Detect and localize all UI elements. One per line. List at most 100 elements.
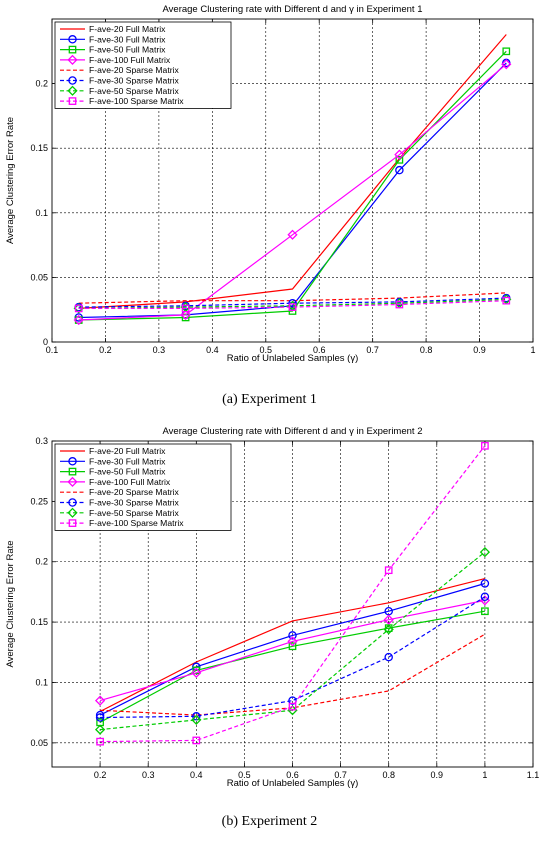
data-point [94,695,106,706]
legend-marker [67,507,78,518]
x-tick-label: 0.5 [238,770,251,780]
legend-item: F-ave-100 Sparse Matrix [60,96,184,106]
figure-caption-b: (b) Experiment 2 [221,814,318,829]
legend-label: F-ave-30 Sparse Matrix [89,76,179,86]
data-point [480,592,490,602]
legend-marker [67,54,78,66]
data-point [395,165,404,175]
legend-item: F-ave-20 Sparse Matrix [60,65,179,75]
series-line [100,445,486,743]
data-point [502,47,511,56]
data-point [480,579,490,588]
legend-item: F-ave-30 Full Matrix [60,456,166,466]
data-point [94,724,106,735]
data-point [501,59,512,70]
legend-item: F-ave-100 Full Matrix [60,54,171,66]
y-tick-label: 0.1 [35,677,48,687]
legend-label: F-ave-100 Full Matrix [89,477,171,487]
data-point [383,624,394,635]
y-axis-label: Average Clustering Error Rate [5,117,16,244]
data-point [288,307,297,315]
series-7 [96,441,489,746]
series-line [99,582,486,716]
data-point [384,566,393,575]
data-point [96,737,104,746]
chart-panel-experiment-2: 0.2 0.3 0.4 0.5 0.6 0.7 0.8 0.9 1 1.1 0.05 0.1 0.15 0… [0,421,539,842]
legend-item: F-ave-50 Sparse Matrix [60,85,179,96]
y-axis-label: Average Clustering Error Rate [5,540,16,667]
legend-marker [68,467,77,476]
ticks: 0.2 0.3 0.4 0.5 0.6 0.7 0.8 0.9 1 1.1 0.05 0.1 0.15 0… [30,436,539,780]
x-axis-label: Ratio of Unlabeled Samples (γ) [227,778,358,789]
series-line [78,34,507,309]
y-tick-label: 0.05 [30,272,48,282]
x-axis-label: Ratio of Unlabeled Samples (γ) [227,353,358,364]
x-tick-label: 0.4 [206,345,219,355]
data-point [192,712,201,721]
legend-label: F-ave-30 Full Matrix [89,456,166,466]
data-point [288,303,297,311]
legend-item: F-ave-50 Full Matrix [60,45,166,55]
legend-label: F-ave-30 Full Matrix [89,34,166,44]
data-point [191,667,202,678]
series-3 [73,59,512,326]
x-tick-label: 0.4 [190,770,203,780]
y-tick-label: 0.15 [30,617,48,627]
series-line [78,62,507,319]
legend-label: F-ave-20 Sparse Matrix [89,487,179,497]
series-4 [100,633,486,716]
data-point [288,642,297,651]
series-line [100,633,486,716]
data-point [395,300,404,309]
y-tick-label: 0.1 [35,208,48,218]
legend-item: F-ave-30 Sparse Matrix [60,498,179,508]
data-point [287,229,298,240]
legend-item: F-ave-50 Full Matrix [60,467,166,477]
legend-item: F-ave-100 Full Matrix [60,476,171,488]
series-line [99,578,486,713]
x-tick-label: 1.1 [527,770,539,780]
y-tick-label: 0.2 [35,557,48,567]
data-point [288,298,297,308]
legend-marker [68,35,77,44]
y-tick-label: 0.15 [30,143,48,153]
chart-title: Average Clustering rate with Different d… [163,426,423,437]
legend-label: F-ave-30 Sparse Matrix [89,498,179,508]
legend-item: F-ave-20 Full Matrix [60,446,166,456]
series-6 [94,546,491,735]
x-tick-label: 0.8 [382,770,395,780]
data-point [95,713,105,722]
data-point [73,314,84,326]
legend-marker [68,45,77,54]
data-point [384,652,393,662]
legend-label: F-ave-50 Full Matrix [89,45,166,55]
plot-area [51,18,534,343]
data-point [479,546,491,558]
legend-marker [68,498,77,507]
ticks: 0.1 0.2 0.3 0.4 0.5 0.6 0.7 0.8 0.9 1 0 0.05 0.1 0.15… [30,19,536,355]
data-point [180,309,191,320]
legend-item: F-ave-20 Sparse Matrix [60,487,179,497]
data-point [502,296,511,305]
y-tick-label: 0 [43,337,48,347]
chart-panel-experiment-1: 0.1 0.2 0.3 0.4 0.5 0.6 0.7 0.8 0.9 1 0 0.05 0.1 0.15… [5,4,536,407]
x-tick-label: 0.9 [473,345,486,355]
data-point [287,636,298,647]
legend-item: F-ave-100 Sparse Matrix [60,518,184,528]
chart-experiment-2: 0.2 0.3 0.4 0.5 0.6 0.7 0.8 0.9 1 1.1 0.05 0.1 0.15 0… [5,426,539,789]
legend-marker [68,457,77,466]
x-tick-label: 0.7 [334,770,347,780]
x-tick-label: 0.9 [431,770,444,780]
data-point [192,736,201,745]
x-tick-label: 0.6 [313,345,326,355]
data-point [181,304,190,313]
data-point [481,607,489,616]
legend-label: F-ave-100 Sparse Matrix [89,96,184,106]
legend-marker [68,97,77,105]
legend-marker [68,76,77,85]
series-line [78,63,507,321]
legend-label: F-ave-100 Full Matrix [89,55,171,65]
x-tick-label: 0.7 [366,345,379,355]
legend-item: F-ave-20 Full Matrix [60,24,166,34]
